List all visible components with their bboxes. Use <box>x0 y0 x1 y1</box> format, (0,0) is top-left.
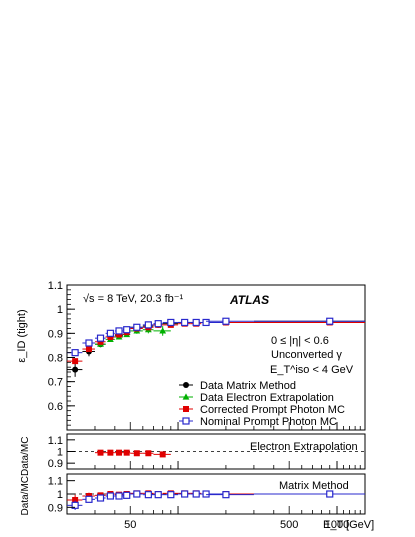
data-point <box>106 492 114 500</box>
atlas-label: ATLAS <box>229 293 269 307</box>
data-point <box>202 490 210 498</box>
data-point <box>123 491 131 499</box>
data-point <box>107 449 114 456</box>
data-point <box>222 491 230 499</box>
data-point <box>192 318 200 327</box>
y-tick-label: 1 <box>57 304 63 316</box>
legend-label: Data Electron Extrapolation <box>200 392 334 404</box>
y-tick-label: 0.6 <box>48 401 63 413</box>
legend-marker <box>183 406 189 412</box>
data-point <box>97 449 104 456</box>
data-point <box>192 490 200 498</box>
data-point <box>116 331 123 338</box>
data-point <box>326 317 334 325</box>
legend-marker <box>182 393 190 400</box>
cut-label-conversion: Unconverted γ <box>271 349 342 361</box>
data-point <box>133 323 141 331</box>
y-tick-label: 0.7 <box>48 377 63 389</box>
cut-label-eta: 0 ≤ |η| < 0.6 <box>271 335 329 347</box>
ratio-y-axis-label-2: Data/MC <box>20 437 31 476</box>
x-axis-label: E_T [GeV] <box>323 519 374 531</box>
data-point <box>181 318 189 327</box>
data-point <box>72 497 79 503</box>
data-point <box>85 495 93 503</box>
x-tick-label: 1000 <box>325 519 349 531</box>
data-point <box>107 333 114 340</box>
data-point <box>123 326 131 334</box>
ratio-panel-electron: 0.911.1 Electron Extrapolation <box>48 433 366 470</box>
energy-label: √s = 8 TeV, 20.3 fb⁻¹ <box>83 293 184 305</box>
y-tick-label: 0.9 <box>48 328 63 340</box>
main-panel: 0.6 0.7 0.8 0.9 1 1.1 ε_ID (tight) √s = 8 TeV… <box>16 280 366 431</box>
y-tick-label: 1 <box>57 489 63 501</box>
legend-label: Corrected Prompt Photon MC <box>200 404 345 416</box>
cut-label-isolation: E_T^iso < 4 GeV <box>270 364 354 376</box>
y-tick-label: 1 <box>57 447 63 459</box>
data-point <box>71 501 79 509</box>
data-point <box>222 317 230 325</box>
y-tick-label: 0.8 <box>48 353 63 365</box>
data-point <box>116 449 123 456</box>
data-point <box>115 492 123 500</box>
data-point <box>167 491 175 499</box>
data-point <box>106 329 114 337</box>
data-point <box>144 321 152 329</box>
x-tick-label: 500 <box>280 519 298 531</box>
ratio1-label: Electron Extrapolation <box>250 441 358 453</box>
x-tick-label: 50 <box>124 519 136 531</box>
data-point <box>181 490 189 498</box>
ratio-panel-matrix: 0.911.1 50 500 1000 Matrix Method <box>48 473 366 531</box>
y-tick-label: 1.1 <box>48 476 63 488</box>
data-point <box>123 449 130 456</box>
data-point <box>115 327 123 335</box>
data-point <box>85 346 92 353</box>
data-point <box>154 320 162 328</box>
data-point <box>96 494 105 502</box>
data-point <box>144 491 152 499</box>
data-point <box>85 339 93 347</box>
data-point <box>167 318 175 327</box>
data-point <box>326 490 334 498</box>
y-tick-label: 0.9 <box>48 458 63 470</box>
legend-marker <box>182 417 190 425</box>
y-tick-label: 1.1 <box>48 280 63 292</box>
y-tick-label: 0.9 <box>48 502 63 514</box>
ratio2-label: Matrix Method <box>279 480 349 492</box>
legend-label: Nominal Prompt Photon MC <box>200 416 337 428</box>
data-point <box>97 338 104 345</box>
data-point <box>159 451 166 458</box>
data-point <box>71 349 79 357</box>
data-point <box>72 366 79 373</box>
data-point <box>159 327 167 334</box>
ratio-y-axis-label: Data/MCData/MC <box>20 437 31 516</box>
data-point <box>202 318 210 327</box>
data-point <box>133 450 140 457</box>
y-tick-label: 1.1 <box>48 435 63 447</box>
main-y-axis-label: ε_ID (tight) <box>16 309 28 362</box>
legend-label: Data Matrix Method <box>200 380 296 392</box>
data-point <box>72 358 79 365</box>
data-point <box>154 491 162 499</box>
data-point <box>145 450 152 457</box>
ratio-y-axis-label-1: Data/MC <box>20 476 31 515</box>
legend-marker <box>183 382 189 388</box>
data-point <box>133 490 141 498</box>
data-point <box>96 334 105 342</box>
